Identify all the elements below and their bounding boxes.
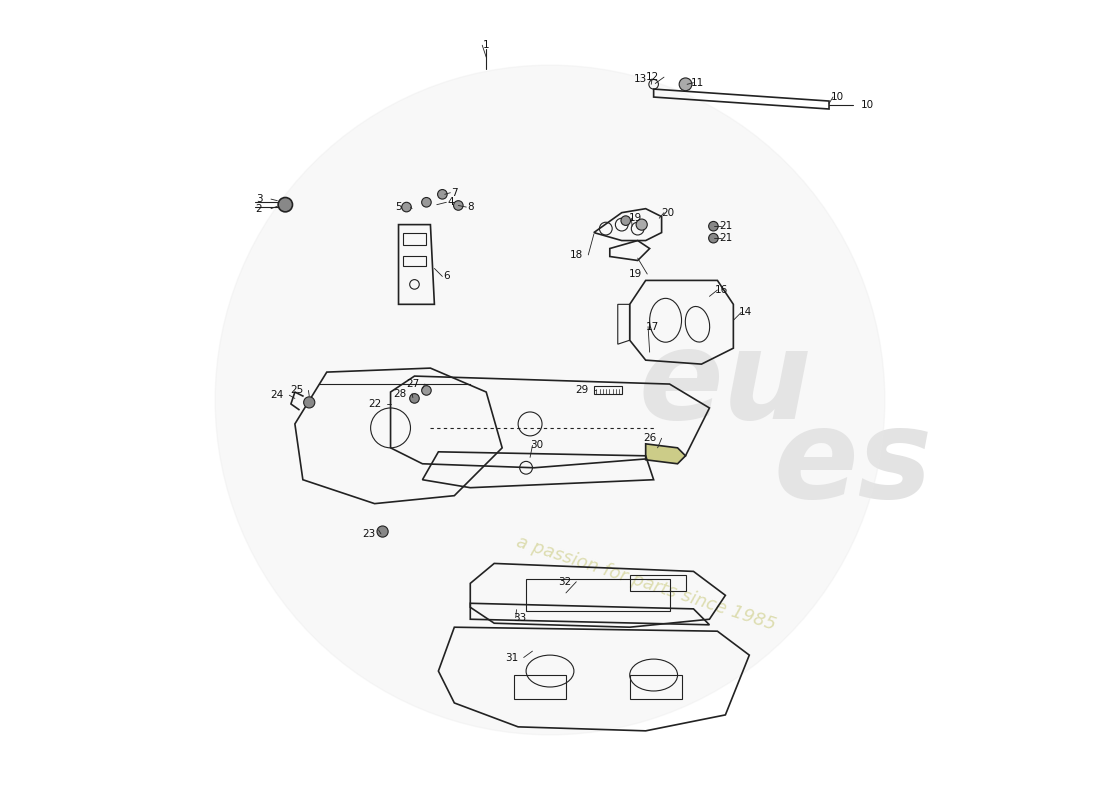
Text: 26: 26 [644,434,657,443]
Text: 10: 10 [861,100,875,110]
Text: 22: 22 [368,399,382,409]
Circle shape [636,219,647,230]
Text: 2: 2 [255,204,262,214]
Polygon shape [646,444,685,464]
Bar [629,575,685,591]
Text: 11: 11 [691,78,704,88]
Bar [526,579,670,611]
Text: 29: 29 [575,386,589,395]
Text: a passion for parts since 1985: a passion for parts since 1985 [514,533,778,634]
Text: 10: 10 [830,92,844,102]
Text: 21: 21 [718,222,732,231]
Text: 5: 5 [395,202,402,212]
Text: 33: 33 [513,613,526,622]
Text: 3: 3 [255,194,262,204]
Text: 13: 13 [634,74,647,84]
Text: 19: 19 [629,269,642,279]
Text: 31: 31 [505,653,518,662]
Text: 12: 12 [646,72,659,82]
Circle shape [421,198,431,207]
Circle shape [402,202,411,212]
Text: 1: 1 [483,40,490,50]
Circle shape [438,190,448,199]
Bar [403,233,427,245]
Text: 19: 19 [629,214,642,223]
Text: 17: 17 [646,322,659,332]
Text: 8: 8 [468,202,474,212]
Text: es: es [773,403,933,524]
Circle shape [453,201,463,210]
Circle shape [304,397,315,408]
Circle shape [679,78,692,90]
Text: 14: 14 [739,307,752,318]
Text: 28: 28 [394,389,407,398]
Circle shape [621,216,630,226]
Text: 20: 20 [661,208,674,218]
Text: 27: 27 [406,379,419,389]
Text: 16: 16 [715,285,728,295]
Circle shape [409,394,419,403]
Text: eu: eu [638,323,812,445]
Circle shape [708,234,718,243]
Text: 32: 32 [558,577,571,586]
Circle shape [708,222,718,231]
Text: 6: 6 [443,271,450,282]
Bar [403,257,427,266]
Text: 25: 25 [290,386,304,395]
Text: 21: 21 [718,233,732,243]
Bar [514,675,565,699]
Text: 7: 7 [451,188,458,198]
Circle shape [421,386,431,395]
Text: 18: 18 [570,250,583,260]
Text: 24: 24 [271,390,284,400]
Text: 23: 23 [362,529,376,539]
Text: 4: 4 [447,198,453,207]
Text: 30: 30 [530,441,543,450]
Bar [629,675,682,699]
Circle shape [377,526,388,537]
Circle shape [216,65,884,735]
Circle shape [278,198,293,212]
